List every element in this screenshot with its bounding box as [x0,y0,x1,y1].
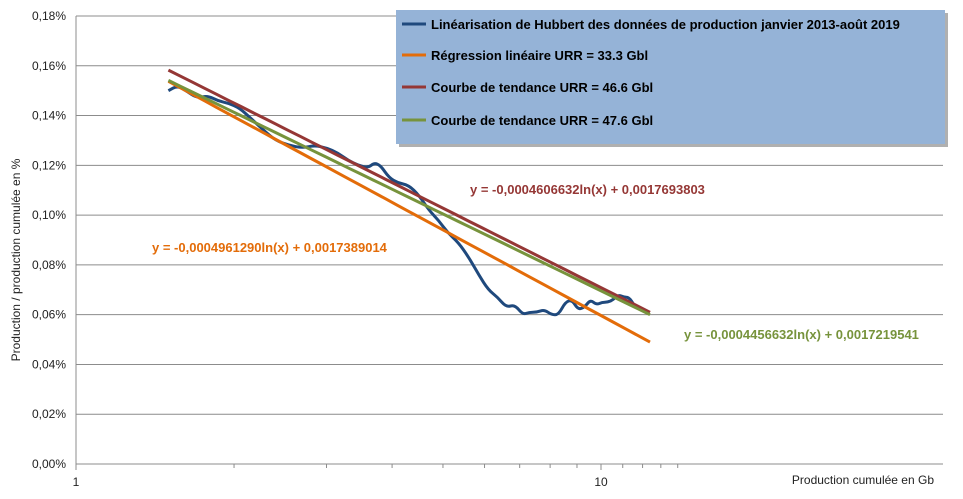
equation-regression-333: y = -0,0004961290ln(x) + 0,0017389014 [152,240,388,255]
legend-label-tendance-476: Courbe de tendance URR = 47.6 Gbl [431,113,653,128]
y-tick-label-2: 0,04% [32,357,66,371]
y-tick-label-6: 0,12% [32,158,66,172]
series-line-3 [167,79,651,317]
legend-label-hubbert: Linéarisation de Hubbert des données de … [431,17,900,32]
y-tick-label-4: 0,08% [32,258,66,272]
legend: Linéarisation de Hubbert des données de … [396,10,948,147]
y-tick-label-0: 0,00% [32,457,66,471]
y-tick-label-8: 0,16% [32,59,66,73]
series-line-2 [167,68,651,314]
equation-courbe-466: y = -0,0004606632ln(x) + 0,0017693803 [470,182,705,197]
legend-label-tendance-466: Courbe de tendance URR = 46.6 Gbl [431,80,653,95]
legend-background [396,10,945,144]
trend-equations: y = -0,0004606632ln(x) + 0,0017693803 y … [152,182,919,342]
y-axis-title: Production / production cumulée en % [9,158,23,361]
y-tick-label-7: 0,14% [32,109,66,123]
x-tick-label-1: 10 [594,475,608,489]
axes: 0,00% 0,02% 0,04% 0,06% 0,08% 0,10% 0,12% 0,14%… [32,9,943,489]
y-tick-label-3: 0,06% [32,308,66,322]
series-line-1 [167,79,651,344]
series-lines [167,68,651,344]
y-tick-label-1: 0,02% [32,407,66,421]
legend-label-regression: Régression linéaire URR = 33.3 Gbl [431,48,648,63]
x-tick-label-0: 1 [73,475,80,489]
x-axis-title: Production cumulée en Gb [792,473,934,487]
y-tick-label-9: 0,18% [32,9,66,23]
equation-courbe-476: y = -0,0004456632ln(x) + 0,0017219541 [684,327,919,342]
y-tick-label-5: 0,10% [32,208,66,222]
